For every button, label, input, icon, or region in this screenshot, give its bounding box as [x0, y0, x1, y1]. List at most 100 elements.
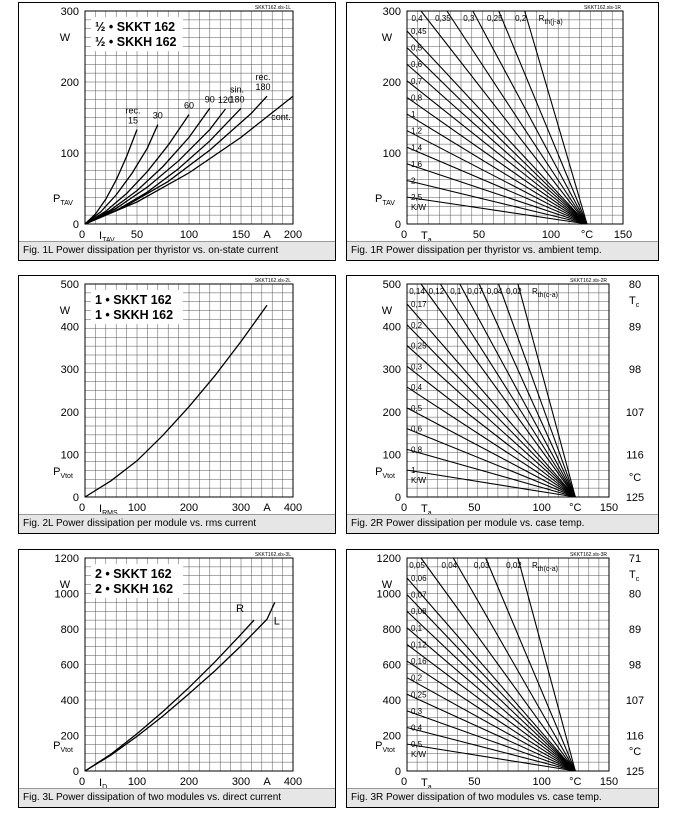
rth-line	[406, 577, 576, 772]
rth-label: 0,17	[411, 300, 427, 309]
rth-header: Rth(c-a)	[532, 287, 558, 299]
rth-label: 0,03	[474, 561, 490, 570]
rth-line	[420, 557, 576, 772]
x-tick-label: 200	[180, 502, 198, 514]
legend-box	[91, 290, 183, 324]
right-tick-label: 125	[626, 766, 644, 778]
right-tick-label: 80	[629, 279, 641, 291]
y-unit-label: W	[382, 305, 393, 317]
y-tick-label: 500	[383, 279, 401, 291]
chart-fig-2r: SKKT162.xls-2R 0 100 200 300 400 500 0 50 100 150 W…	[375, 278, 644, 517]
y-tick-label: 0	[73, 492, 79, 504]
rth-label: 0,07	[411, 591, 427, 600]
right-unit-label: °C	[629, 746, 641, 758]
x-tick-label: 400	[284, 776, 302, 788]
rth-line	[406, 428, 576, 498]
legend-entry: 1 • SKKH 162	[95, 308, 173, 322]
right-tick-label: 71	[629, 553, 641, 565]
rth-line	[524, 10, 588, 225]
y-axis-label: PVtot	[375, 740, 395, 754]
sheet-tag: SKKT162.xls-1L	[255, 5, 291, 11]
rth-label: 0,25	[487, 14, 503, 23]
y-tick-label: 1200	[55, 553, 79, 565]
panel-fig-1l: SKKT162.xls-1L 0 100 200 300 0 50 100 150 200 W PTA…	[18, 2, 336, 261]
series-label: rec.	[125, 106, 140, 116]
series-line	[84, 95, 268, 225]
rth-label: 0,08	[411, 607, 427, 616]
series-label: 60	[184, 101, 194, 111]
rth-label: 0,04	[487, 287, 503, 296]
y-tick-label: 400	[383, 322, 401, 334]
y-tick-label: 400	[61, 322, 79, 334]
rth-line	[406, 469, 576, 498]
rth-line	[452, 557, 576, 772]
rth-label: 0,7	[411, 77, 423, 86]
x-tick-label: 150	[614, 229, 632, 241]
y-unit-label: W	[382, 579, 393, 591]
caption-fig-2l: Fig. 2L Power dissipation per module vs.…	[19, 514, 335, 533]
y-tick-label: 800	[61, 624, 79, 636]
rth-line	[406, 345, 576, 498]
x-tick-label: 150	[600, 776, 618, 788]
y-tick-label: 200	[383, 407, 401, 419]
series-label: 90	[205, 94, 215, 104]
series-label: 180	[255, 82, 270, 92]
chart-fig-1l: SKKT162.xls-1L 0 100 200 300 0 50 100 150 200 W PTA…	[53, 5, 302, 244]
series-label: rec.	[255, 72, 270, 82]
x-tick-label: 0	[401, 502, 407, 514]
plot-frame	[84, 557, 294, 772]
series-line	[84, 304, 268, 498]
rth-label: 1	[411, 110, 416, 119]
y-tick-label: 0	[73, 219, 79, 231]
y-tick-label: 100	[61, 148, 79, 160]
rth-line	[406, 677, 576, 772]
plot-frame	[406, 283, 610, 498]
y-tick-label: 600	[61, 660, 79, 672]
x-tick-label: 100	[128, 776, 146, 788]
chart-fig-3l: SKKT162.xls-3L 0 200 400 600 800 1000 1200 0 100 2…	[53, 552, 302, 791]
rth-line	[446, 10, 588, 225]
rth-line	[406, 710, 576, 772]
rth-line	[406, 448, 576, 498]
rth-label: 0,02	[506, 287, 522, 296]
series-line	[84, 107, 211, 225]
right-unit-label: °C	[629, 472, 641, 484]
caption-fig-1r: Fig. 1R Power dissipation per thyristor …	[347, 241, 658, 260]
panel-fig-3r: SKKT162.xls-3R 0 200 400 600 800 1000 1200 0 50 10…	[346, 549, 659, 808]
rth-label: 0,5	[411, 44, 423, 53]
right-axis-label: Tc	[629, 295, 640, 309]
rth-label: 0,5	[411, 740, 423, 749]
rth-label: 0,07	[467, 287, 483, 296]
right-tick-label: 107	[626, 407, 644, 419]
rth-label: 0,16	[411, 657, 427, 666]
x-tick-label: 100	[532, 502, 550, 514]
x-tick-label: 50	[473, 229, 485, 241]
x-axis-label: ITAV	[99, 230, 115, 244]
x-tick-label: 50	[131, 229, 143, 241]
rth-line	[459, 283, 576, 498]
series-line	[84, 114, 190, 225]
x-tick-label: 400	[284, 502, 302, 514]
rth-label: 0,5	[411, 404, 423, 413]
rth-line	[406, 113, 588, 225]
y-unit-label: W	[60, 32, 71, 44]
rth-line	[406, 196, 588, 225]
rth-line	[478, 283, 576, 498]
rth-line	[406, 660, 576, 772]
plot-frame	[406, 557, 610, 772]
x-tick-label: 100	[532, 776, 550, 788]
series-label: 120	[218, 95, 233, 105]
x-axis-label: Ta	[421, 777, 432, 791]
y-tick-label: 400	[383, 695, 401, 707]
caption-fig-3l: Fig. 3L Power dissipation of two modules…	[19, 788, 335, 807]
x-tick-label: 200	[284, 229, 302, 241]
y-tick-label: 200	[61, 407, 79, 419]
panel-fig-1r: SKKT162.xls-1R 0 100 200 300 0 50 100 150 W PTAV Ta…	[346, 2, 659, 261]
panel-fig-3l: SKKT162.xls-3L 0 200 400 600 800 1000 1200 0 100 2…	[18, 549, 336, 808]
x-unit-label: °C	[581, 229, 593, 241]
x-unit-label: A	[263, 502, 271, 514]
y-axis-label: PVtot	[375, 466, 395, 480]
y-unit-label: W	[60, 305, 71, 317]
rth-label: 1,6	[411, 160, 423, 169]
rth-label: 0,6	[411, 60, 423, 69]
